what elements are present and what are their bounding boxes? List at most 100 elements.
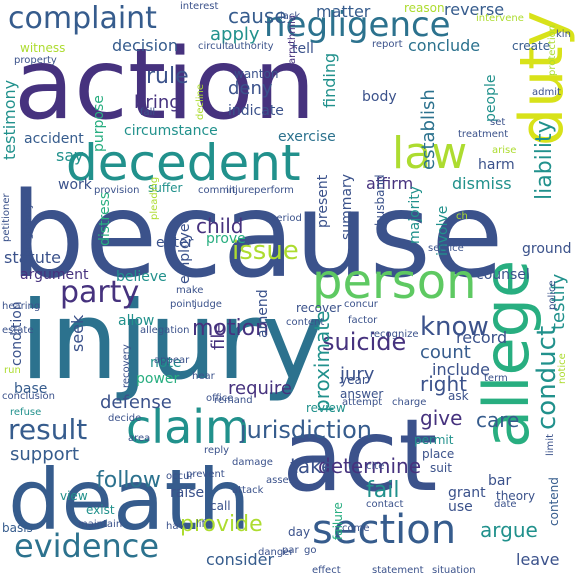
cloud-word-grant: grant <box>448 485 486 501</box>
cloud-word-amend: amend <box>255 289 271 338</box>
cloud-word-decline: decline <box>195 83 206 120</box>
cloud-word-person: person <box>312 254 477 310</box>
cloud-word-motion: motion <box>192 316 270 341</box>
cloud-word-seek: seek <box>68 314 87 352</box>
cloud-word-employee: employee <box>177 214 193 284</box>
cloud-word-people: people <box>483 74 499 122</box>
cloud-word-finding: finding <box>320 52 339 108</box>
cloud-word-office: office <box>206 393 234 404</box>
cloud-word-attempt: attempt <box>342 397 383 408</box>
cloud-word-attack: attack <box>232 485 264 496</box>
cloud-word-testimony: testimony <box>0 79 19 160</box>
cloud-word-base: base <box>14 381 48 397</box>
cloud-word-permit: permit <box>414 433 454 447</box>
cloud-word-bring: bring <box>134 92 181 113</box>
cloud-word-decide: decide <box>108 413 142 424</box>
cloud-word-run: run <box>4 365 21 376</box>
cloud-word-require: require <box>228 378 292 399</box>
cloud-word-ch: ch <box>456 211 468 222</box>
cloud-word-report: report <box>372 39 403 50</box>
cloud-word-argument: argument <box>20 267 89 283</box>
cloud-word-fail: fail <box>366 478 400 503</box>
cloud-word-reply: reply <box>204 445 230 456</box>
cloud-word-circuit: circuit <box>198 41 229 52</box>
cloud-word-view: view <box>60 489 88 503</box>
cloud-word-treatment: treatment <box>458 129 509 140</box>
cloud-word-ask: ask <box>448 389 469 403</box>
cloud-word-reason: reason <box>404 1 445 15</box>
cloud-word-work: work <box>58 177 92 193</box>
cloud-word-distress: distress <box>97 191 113 246</box>
cloud-word-refuse: refuse <box>10 407 42 418</box>
cloud-word-arrythmia: arrythmia <box>287 15 298 64</box>
cloud-word-provision: provision <box>94 185 140 196</box>
cloud-word-circumstance: circumstance <box>124 123 218 139</box>
cloud-word-occur: occur <box>166 471 194 482</box>
cloud-word-provide: provide <box>180 512 263 537</box>
cloud-word-petitioner: petitioner <box>1 193 12 242</box>
cloud-word-indicate: indicate <box>228 103 284 119</box>
cloud-word-suffer: suffer <box>148 181 183 195</box>
cloud-word-liability: liability <box>532 120 557 200</box>
cloud-word-admit: admit <box>532 87 561 98</box>
cloud-word-call: call <box>210 499 231 513</box>
cloud-word-party: party <box>60 275 140 310</box>
cloud-word-deny: deny <box>228 78 273 99</box>
cloud-word-have: have <box>166 521 191 532</box>
cloud-word-injury: injury <box>20 279 326 404</box>
cloud-word-reverse: reverse <box>444 0 505 19</box>
cloud-word-hear: hear <box>192 371 215 382</box>
cloud-word-tell: tell <box>292 41 314 57</box>
cloud-word-recover: recover <box>296 301 342 315</box>
cloud-word-interest: interest <box>180 1 219 12</box>
cloud-word-harm: harm <box>478 157 515 173</box>
cloud-word-day: day <box>288 525 311 539</box>
cloud-word-matter: matter <box>316 2 371 21</box>
cloud-word-jurisdiction: jurisdiction <box>240 416 372 444</box>
cloud-word-bar: bar <box>488 473 512 489</box>
cloud-word-take: take <box>290 454 334 478</box>
cloud-word-raise: raise <box>170 485 205 501</box>
cloud-word-use: use <box>448 499 473 515</box>
cloud-word-concur: concur <box>344 299 378 310</box>
cloud-word-know: know <box>420 312 489 342</box>
cloud-word-support: support <box>10 444 80 465</box>
cloud-word-exercise: exercise <box>278 129 336 145</box>
cloud-word-property: property <box>14 55 57 66</box>
cloud-word-maintain: maintain <box>78 519 123 530</box>
cloud-word-conclusion: conclusion <box>2 391 56 402</box>
cloud-word-recovery: recovery <box>121 344 132 388</box>
cloud-word-kin: kin <box>556 29 571 40</box>
cloud-word-life: life <box>196 519 212 530</box>
cloud-word-notice: notice <box>557 353 568 384</box>
cloud-word-pleading: pleading <box>149 176 160 220</box>
cloud-word-majority: majority <box>407 185 423 244</box>
cloud-word-claim: claim <box>126 400 250 454</box>
cloud-word-husband: husband <box>373 174 387 226</box>
cloud-word-because: because <box>10 166 504 304</box>
cloud-word-body: body <box>362 89 397 105</box>
cloud-word-area: area <box>128 433 151 444</box>
cloud-word-counsel: counsel <box>476 267 530 283</box>
cloud-word-basis: basis <box>2 521 33 535</box>
cloud-word-come: come <box>342 523 370 534</box>
cloud-word-theory: theory <box>496 489 536 503</box>
cloud-word-prove: prove <box>206 231 246 247</box>
cloud-word-danger: danger <box>258 547 294 558</box>
cloud-word-allow: allow <box>118 313 155 329</box>
cloud-word-care: care <box>476 408 520 432</box>
cloud-word-law: law <box>392 128 468 179</box>
cloud-word-action: action <box>14 28 316 142</box>
cloud-word-hearing: hearing <box>2 301 41 312</box>
cloud-word-give: give <box>420 406 463 430</box>
cloud-word-create: create <box>512 39 551 53</box>
cloud-word-assert: assert <box>266 475 297 486</box>
cloud-word-statute: statute <box>4 248 61 267</box>
cloud-word-review: review <box>306 401 346 415</box>
cloud-word-enter: enter <box>156 235 194 251</box>
cloud-word-say: say <box>56 146 84 165</box>
cloud-word-consider: consider <box>206 550 275 569</box>
cloud-word-child: child <box>196 214 244 238</box>
cloud-word-arise: arise <box>492 145 517 156</box>
